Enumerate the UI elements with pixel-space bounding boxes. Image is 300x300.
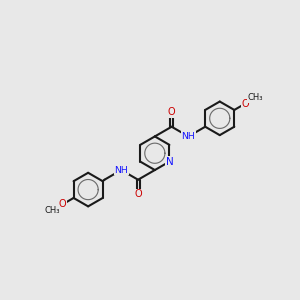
Text: CH₃: CH₃ (44, 206, 60, 215)
Text: O: O (134, 189, 142, 199)
Text: CH₃: CH₃ (248, 93, 263, 102)
Text: O: O (59, 199, 67, 209)
Text: N: N (166, 157, 173, 166)
Text: NH: NH (182, 132, 195, 141)
Text: NH: NH (114, 166, 128, 175)
Text: O: O (168, 107, 176, 117)
Text: O: O (242, 99, 249, 109)
